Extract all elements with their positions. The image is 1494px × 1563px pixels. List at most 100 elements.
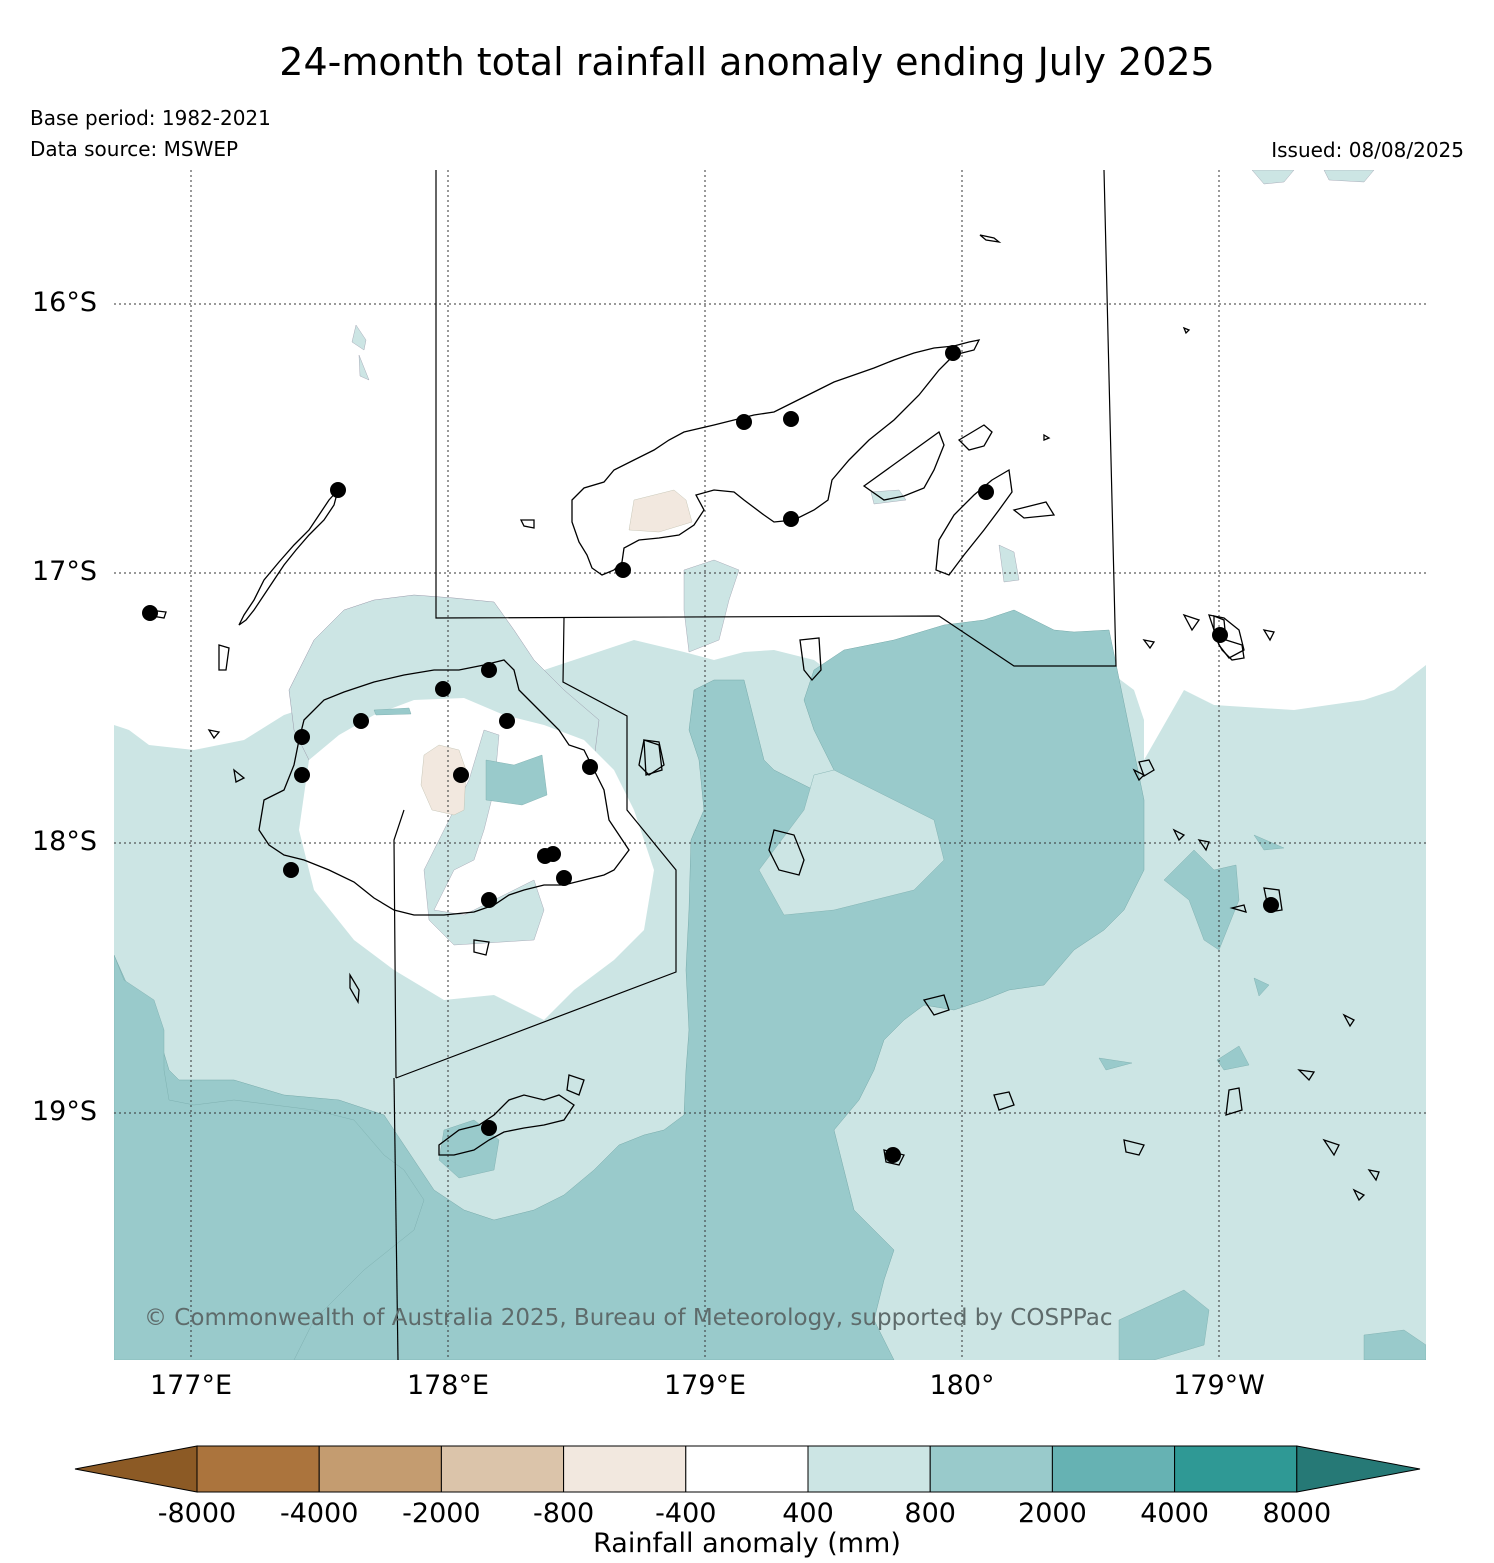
data-source-text: Data source: MSWEP — [30, 137, 239, 161]
copyright-text: © Commonwealth of Australia 2025, Bureau… — [144, 1305, 1113, 1331]
lon-label-177e: 177°E — [149, 1370, 233, 1401]
issued-date-text: Issued: 08/08/2025 — [1271, 138, 1464, 162]
station-marker — [142, 605, 158, 621]
station-marker — [1263, 897, 1279, 913]
map-canvas — [113, 169, 1427, 1361]
station-marker — [978, 484, 994, 500]
island-east-small — [1138, 629, 1275, 777]
station-marker — [783, 411, 799, 427]
colorbar-tick-label: -2000 — [402, 1498, 481, 1529]
anomaly-zone-400-800-small — [870, 489, 907, 505]
colorbar — [74, 1445, 1421, 1493]
colorbar-tick-label: 4000 — [1140, 1498, 1209, 1529]
station-markers — [142, 345, 1279, 1163]
station-marker — [615, 562, 631, 578]
anomaly-zone-800-2000-vitilevu — [373, 707, 548, 806]
island-viti-levu — [258, 659, 630, 916]
island-koro — [768, 829, 805, 876]
island-lau-1 — [799, 637, 822, 682]
station-marker — [283, 862, 299, 878]
station-marker — [736, 414, 752, 430]
island-vanua-balavu — [1208, 614, 1245, 659]
island-vatulele — [349, 972, 360, 1005]
station-marker — [481, 892, 497, 908]
station-marker — [582, 759, 598, 775]
station-marker — [435, 681, 451, 697]
colorbar-segment — [440, 1445, 565, 1493]
graticule — [114, 170, 1426, 1360]
anomaly-zone-neutral-vitilevu — [299, 698, 654, 1020]
map-title: 24-month total rainfall anomaly ending J… — [279, 40, 1215, 84]
island-vanua-levu — [571, 339, 981, 576]
station-marker — [353, 713, 369, 729]
station-marker — [481, 1120, 497, 1136]
colorbar-tick-label: -4000 — [279, 1498, 359, 1529]
island-lau-2 — [638, 739, 665, 776]
island-yasawa — [238, 489, 339, 626]
colorbar-tick-label: 800 — [904, 1498, 956, 1529]
colorbar-segment — [685, 1445, 809, 1493]
anomaly-zone-dry-vanualevu — [628, 489, 693, 533]
colorbar-segment — [929, 1445, 1053, 1493]
base-period-text: Base period: 1982-2021 — [30, 106, 271, 130]
colorbar-tick-label: 400 — [782, 1498, 834, 1529]
colorbar-tick-label: -800 — [532, 1498, 595, 1529]
anomaly-zone-400-800-south-island — [534, 1028, 546, 1065]
station-marker — [945, 345, 961, 361]
station-marker — [453, 767, 469, 783]
rainfall-anomaly-map — [113, 169, 1427, 1361]
colorbar-segment — [318, 1445, 442, 1493]
lon-label-180: 180° — [929, 1370, 995, 1401]
colorbar-segment — [1174, 1445, 1298, 1493]
island-taveuni — [935, 468, 1013, 576]
anomaly-zone-400-800-nw — [351, 324, 370, 381]
station-marker — [885, 1147, 901, 1163]
island-gau — [922, 994, 950, 1016]
colorbar-segment — [563, 1445, 687, 1493]
island-rabi — [979, 234, 1002, 244]
lat-label-18s: 18°S — [32, 826, 97, 857]
island-qamea — [957, 424, 1056, 519]
island-ovalau — [643, 739, 663, 776]
island-inner — [862, 430, 945, 501]
island-totoya — [1123, 1139, 1145, 1156]
anomaly-zone-400-800-ne — [1251, 169, 1375, 185]
colorbar-segment — [807, 1445, 931, 1493]
division-boundaries — [393, 169, 1117, 1361]
anomaly-zone-400-800-vitilevu-inner — [423, 729, 545, 946]
island-ono — [566, 1074, 585, 1096]
anomaly-zone-800-2000-west — [113, 954, 425, 1361]
island-small-nw-1 — [519, 519, 535, 529]
station-marker — [499, 713, 515, 729]
station-marker — [481, 662, 497, 678]
lat-label-17s: 17°S — [32, 556, 97, 587]
colorbar-extend-low — [74, 1445, 198, 1493]
colorbar-tick-label: 8000 — [1262, 1498, 1332, 1529]
station-marker — [294, 729, 310, 745]
anomaly-zone-800-2000-small-e — [1098, 834, 1285, 1071]
island-mamanuca — [207, 644, 246, 783]
colorbar-title: Rainfall anomaly (mm) — [593, 1528, 901, 1559]
island-kadavu — [438, 1094, 575, 1156]
station-marker — [545, 846, 561, 862]
island-north-small — [1043, 326, 1191, 441]
lon-label-178e: 178°E — [406, 1370, 490, 1401]
station-marker — [783, 511, 799, 527]
colorbar-segment — [1051, 1445, 1176, 1493]
island-lau-scatter — [1132, 768, 1380, 1202]
anomaly-zone-dry-vitilevu — [420, 744, 467, 816]
station-marker — [330, 482, 346, 498]
coastlines — [147, 234, 1380, 1202]
lat-label-16s: 16°S — [32, 287, 97, 318]
lon-label-179w: 179°W — [1173, 1370, 1265, 1401]
island-beqa — [473, 939, 490, 956]
colorbar-tick-label: 2000 — [1018, 1498, 1087, 1529]
station-marker — [1212, 627, 1228, 643]
anomaly-zone-400-800-east-pocket — [758, 769, 945, 916]
station-marker — [294, 767, 310, 783]
colorbar-tick-label: -400 — [655, 1498, 717, 1529]
lon-label-179e: 179°E — [663, 1370, 747, 1401]
colorbar-segment — [196, 1445, 320, 1493]
anomaly-zone-800-2000-far-east — [1163, 849, 1240, 951]
island-moala — [993, 1091, 1015, 1111]
